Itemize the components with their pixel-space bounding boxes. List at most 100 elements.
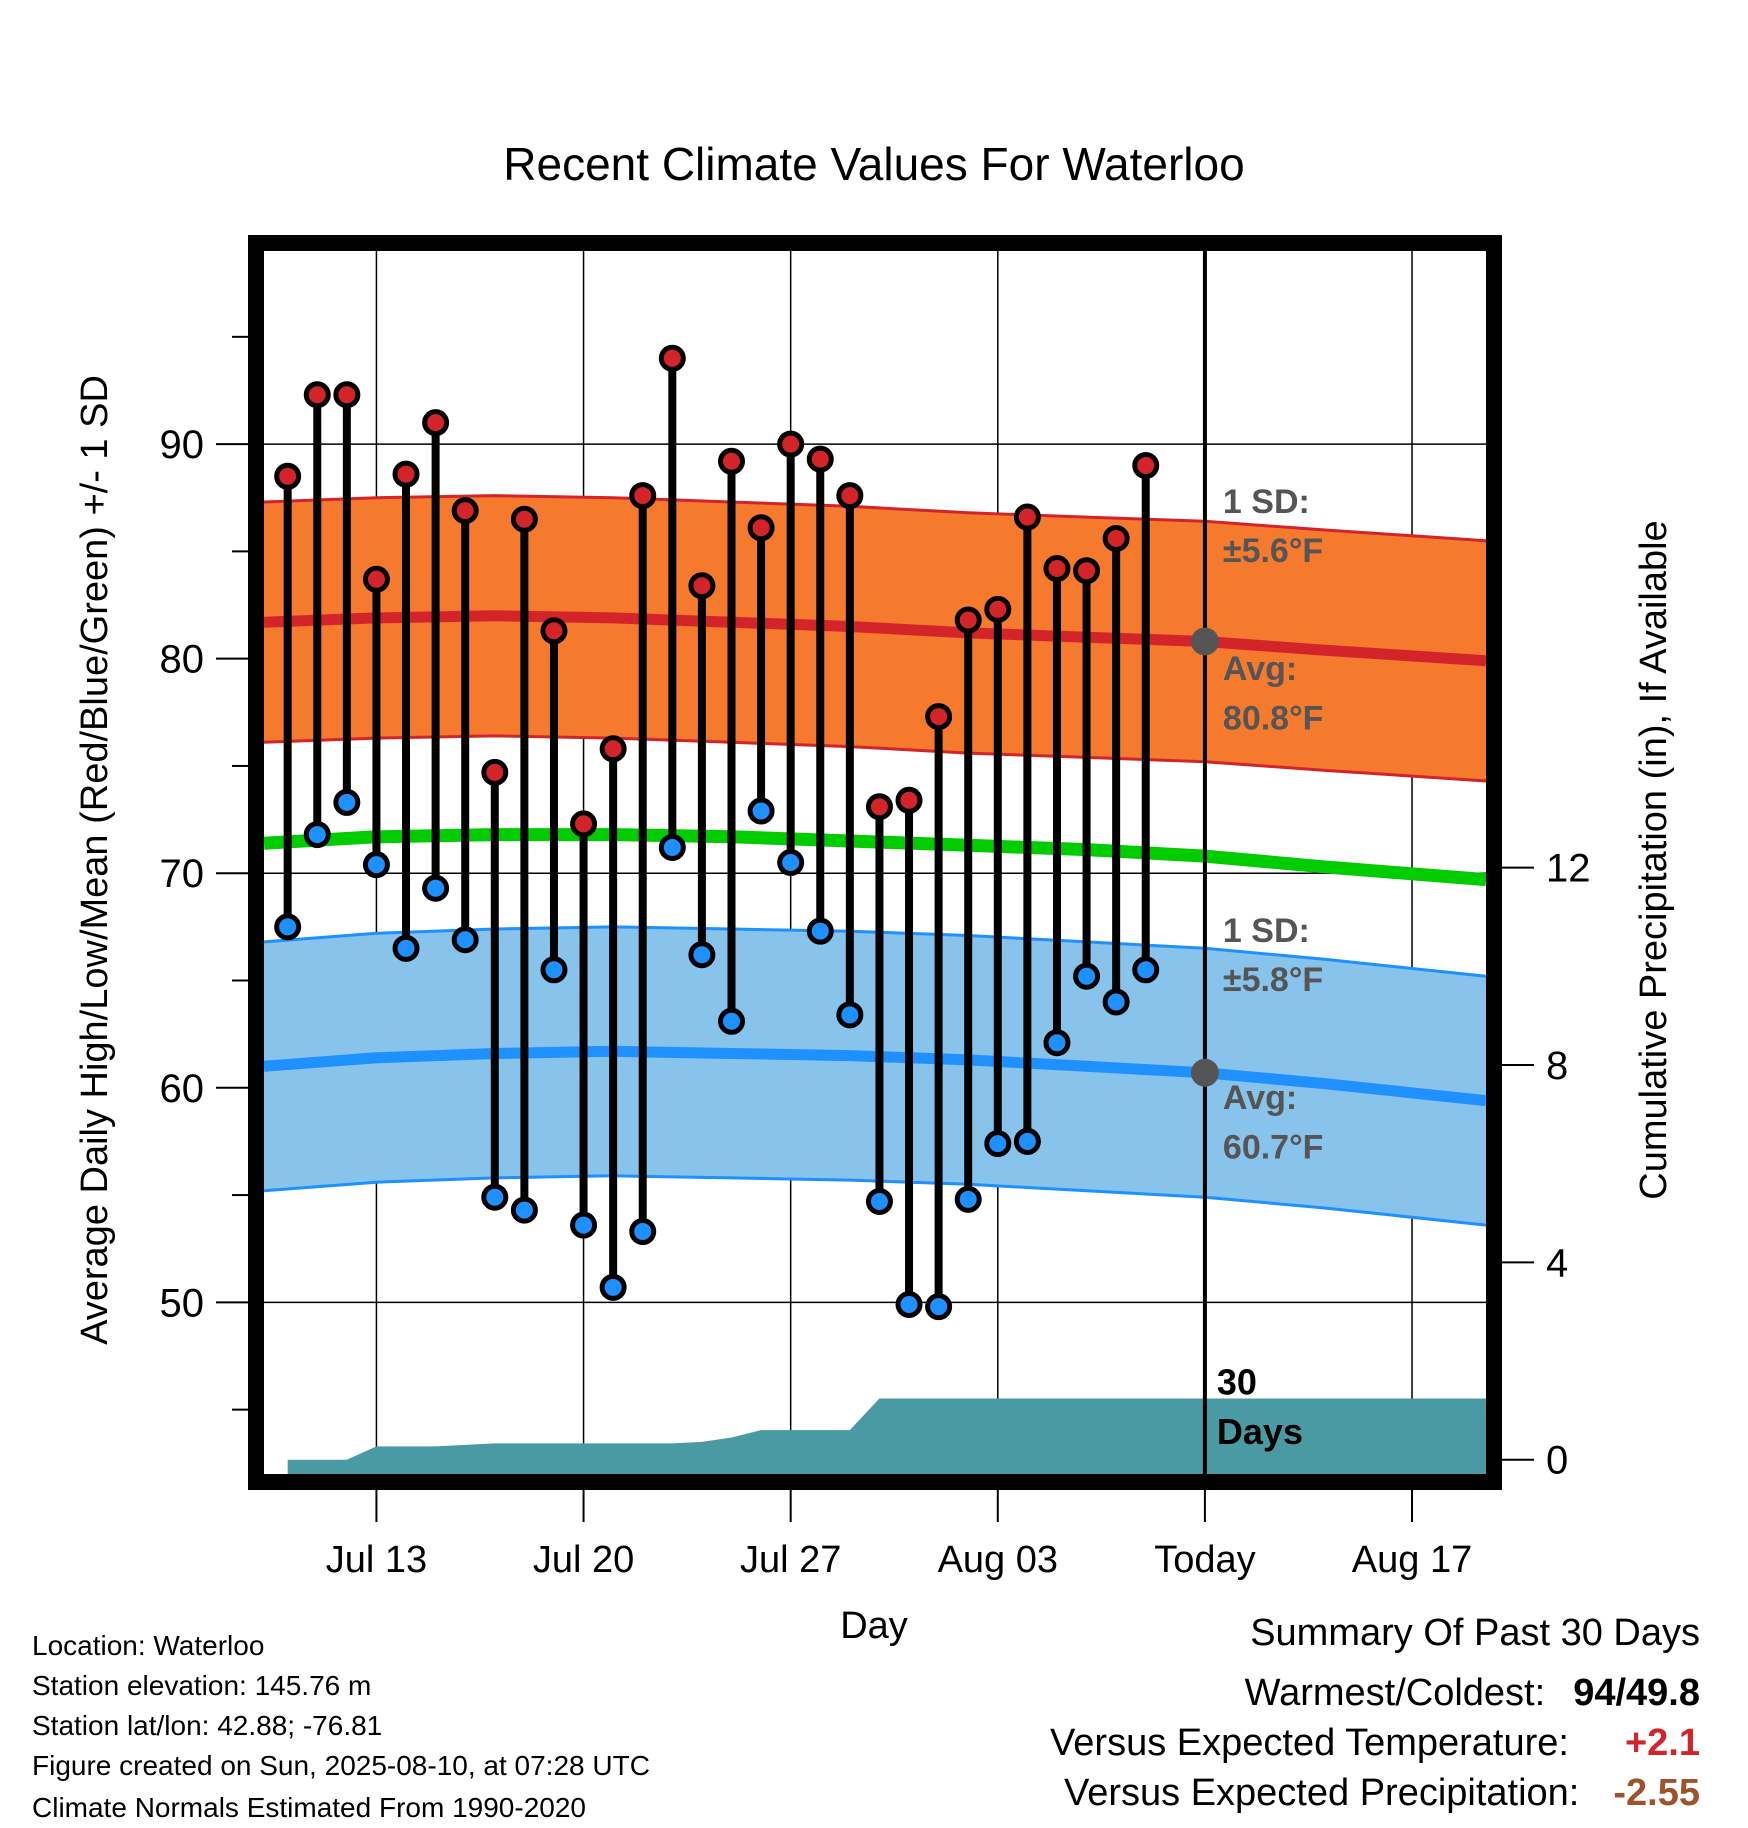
daily-high-marker xyxy=(362,565,390,593)
high-avg-value: 80.8°F xyxy=(1223,699,1324,737)
daily-low-marker xyxy=(777,849,805,876)
station-elevation: Station elevation: 145.76 m xyxy=(32,1670,372,1701)
daily-high-marker xyxy=(570,810,598,838)
daily-low-marker xyxy=(954,1185,982,1213)
daily-high-marker xyxy=(599,735,627,763)
daily-low-marker xyxy=(747,797,775,825)
y-tick-label: 80 xyxy=(160,638,205,682)
daily-low-marker xyxy=(422,874,450,902)
summary-temp: Versus Expected Temperature: +2.1 xyxy=(1050,1722,1700,1765)
daily-high-marker xyxy=(806,445,834,473)
y-axis-label-left: Average Daily High/Low/Mean (Red/Blue/Gr… xyxy=(74,375,116,1345)
daily-low-marker xyxy=(806,917,834,945)
today-low-avg-marker xyxy=(1190,1058,1219,1087)
daily-low-marker xyxy=(303,821,331,849)
daily-low-marker xyxy=(1013,1127,1041,1155)
summary-title: Summary Of Past 30 Days xyxy=(1250,1612,1700,1654)
y-tick-label: 90 xyxy=(160,423,205,467)
daily-low-marker xyxy=(984,1130,1012,1158)
daily-low-marker xyxy=(895,1290,923,1318)
low-sd-band xyxy=(264,926,1486,1226)
daily-high-marker xyxy=(1102,525,1130,553)
daily-low-marker xyxy=(717,1007,745,1035)
chart-title: Recent Climate Values For Waterloo xyxy=(503,138,1244,190)
daily-low-marker xyxy=(688,941,716,969)
daily-low-marker xyxy=(1043,1029,1071,1057)
low-sd-lower-edge xyxy=(264,1174,1486,1227)
x-axis-label: Day xyxy=(840,1605,908,1647)
temp-anomaly-value: +2.1 xyxy=(1624,1722,1700,1764)
low-avg-label: Avg: xyxy=(1223,1079,1297,1117)
daily-high-marker xyxy=(747,514,775,542)
daily-high-marker xyxy=(984,595,1012,623)
station-latlon: Station lat/lon: 42.88; -76.81 xyxy=(32,1710,383,1741)
daily-high-marker xyxy=(658,344,686,372)
x-tick-label: Today xyxy=(1154,1539,1255,1581)
y2-tick-label: 12 xyxy=(1546,847,1591,891)
daily-high-marker xyxy=(333,381,361,409)
summary-precip: Versus Expected Precipitation: -2.55 xyxy=(1064,1772,1700,1815)
daily-high-marker xyxy=(954,606,982,634)
precip-anomaly-label: Versus Expected Precipitation: xyxy=(1063,1772,1580,1814)
daily-low-marker xyxy=(658,833,686,861)
daily-high-marker xyxy=(303,381,331,409)
daily-high-marker xyxy=(717,447,745,475)
high-sd-value: ±5.6°F xyxy=(1223,532,1323,570)
plot-area: 1 SD: ±5.6°F Avg: 80.8°F 1 SD: ±5.8°F Avg: 60.7… xyxy=(160,235,1591,1581)
high-avg-label: Avg: xyxy=(1223,650,1297,688)
daily-low-marker xyxy=(1132,956,1160,984)
warm-cold-slash: / xyxy=(1615,1672,1627,1714)
y2-tick-label: 4 xyxy=(1546,1241,1568,1285)
low-sd-value: ±5.8°F xyxy=(1223,961,1323,999)
normals-period: Climate Normals Estimated From 1990-2020 xyxy=(32,1792,586,1823)
x-tick-label: Jul 13 xyxy=(326,1539,427,1581)
daily-low-marker xyxy=(362,851,390,879)
x-tick-label: Jul 27 xyxy=(740,1539,841,1581)
daily-low-marker xyxy=(1102,988,1130,1016)
daily-low-marker xyxy=(629,1218,657,1246)
y-tick-label: 50 xyxy=(160,1281,205,1325)
high-sd-band xyxy=(264,495,1486,781)
daily-high-marker xyxy=(1043,555,1071,583)
daily-high-marker xyxy=(1132,452,1160,480)
y-axis-label-right: Cumulative Precipitation (in), If Availa… xyxy=(1633,520,1675,1199)
daily-high-marker xyxy=(392,460,420,488)
station-location: Location: Waterloo xyxy=(32,1630,265,1661)
daily-low-marker xyxy=(510,1196,538,1224)
daily-high-marker xyxy=(422,409,450,437)
days-window-number: 30 xyxy=(1217,1362,1257,1403)
daily-low-marker xyxy=(570,1211,598,1239)
daily-low-marker xyxy=(274,913,302,941)
daily-high-marker xyxy=(836,482,864,510)
daily-high-marker xyxy=(510,505,538,533)
daily-high-marker xyxy=(777,430,805,458)
daily-low-marker xyxy=(540,956,568,984)
plot-frame xyxy=(248,235,1502,1490)
daily-high-marker xyxy=(540,617,568,645)
normal-low-line xyxy=(264,1045,1486,1107)
y-tick-label: 60 xyxy=(160,1067,205,1111)
daily-low-marker xyxy=(451,926,479,954)
daily-high-marker xyxy=(895,786,923,814)
y2-tick-label: 0 xyxy=(1546,1439,1568,1483)
days-window-word: Days xyxy=(1217,1411,1303,1452)
daily-high-marker xyxy=(274,462,302,490)
warm-cold-value: 94/49.8 xyxy=(1573,1672,1700,1715)
cumulative-precip-area xyxy=(287,1398,1486,1474)
daily-high-marker xyxy=(865,793,893,821)
summary-warm-cold: Warmest/Coldest: 94/49.8 xyxy=(1245,1672,1700,1715)
daily-low-marker xyxy=(481,1183,509,1211)
daily-low-marker xyxy=(333,788,361,816)
figure-created: Figure created on Sun, 2025-08-10, at 07… xyxy=(32,1750,650,1781)
daily-low-marker xyxy=(392,934,420,962)
daily-high-marker xyxy=(629,482,657,510)
high-sd-label: 1 SD: xyxy=(1223,483,1310,521)
y2-tick-label: 8 xyxy=(1546,1044,1568,1088)
daily-high-marker xyxy=(481,758,509,786)
precip-anomaly-value: -2.55 xyxy=(1613,1772,1700,1814)
plot-content xyxy=(264,251,1486,1474)
warmest-value: 94 xyxy=(1573,1672,1616,1714)
x-tick-label: Aug 17 xyxy=(1352,1539,1472,1581)
daily-high-marker xyxy=(1073,557,1101,585)
